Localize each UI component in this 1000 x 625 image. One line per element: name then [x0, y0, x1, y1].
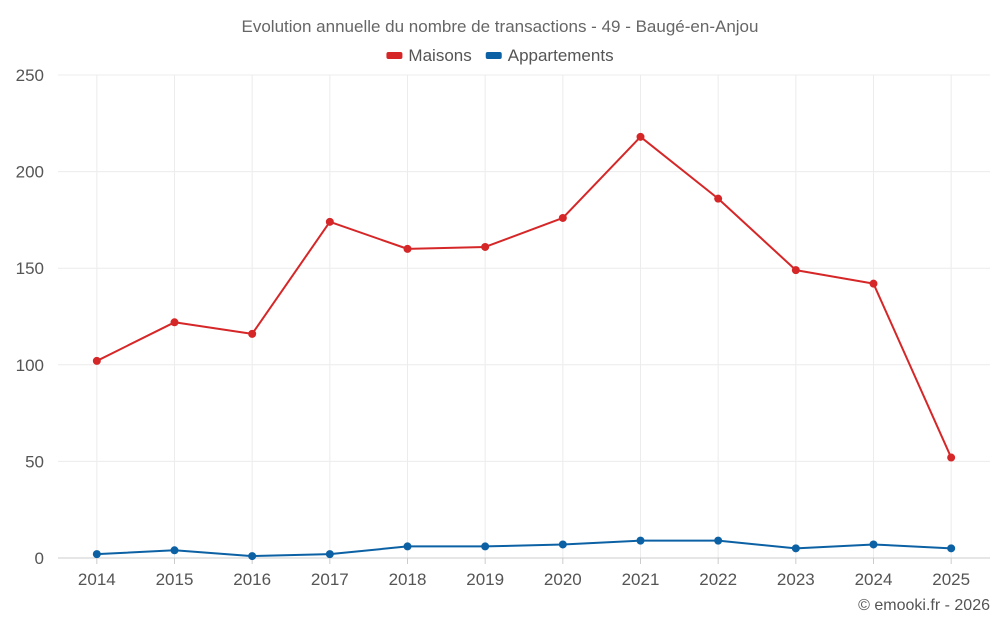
legend-swatch-appartements: [485, 52, 502, 59]
data-point-maisons[interactable]: [248, 329, 257, 338]
data-point-appartements[interactable]: [248, 552, 257, 561]
chart-credit: © emooki.fr - 2026: [858, 597, 990, 614]
chart-legend: Maisons Appartements: [386, 46, 614, 65]
data-point-maisons[interactable]: [403, 244, 412, 253]
data-point-maisons[interactable]: [481, 242, 490, 251]
data-point-appartements[interactable]: [403, 542, 412, 551]
data-point-maisons[interactable]: [325, 217, 334, 226]
legend-label-appartements[interactable]: Appartements: [508, 46, 614, 65]
x-tick-label: 2017: [311, 570, 349, 589]
data-point-maisons[interactable]: [92, 356, 101, 365]
data-point-appartements[interactable]: [947, 544, 956, 553]
x-tick-label: 2021: [622, 570, 660, 589]
y-axis-ticks: 0 50 100 150 200 250: [16, 66, 44, 568]
data-point-maisons[interactable]: [947, 453, 956, 462]
y-tick-label: 0: [35, 549, 44, 568]
chart-title: Evolution annuelle du nombre de transact…: [242, 17, 759, 36]
y-tick-label: 250: [16, 66, 44, 85]
x-tick-label: 2016: [233, 570, 271, 589]
x-axis-ticks: 2014 2015 2016 2017 2018 2019 2020 2021 2022 2023…: [58, 557, 990, 589]
x-tick-label: 2018: [389, 570, 427, 589]
legend-swatch-maisons: [386, 52, 403, 59]
data-point-maisons[interactable]: [791, 266, 800, 275]
series-lines: [96, 135, 953, 558]
data-point-maisons[interactable]: [558, 213, 567, 222]
data-point-appartements[interactable]: [481, 542, 490, 551]
x-tick-label: 2020: [544, 570, 582, 589]
data-point-maisons[interactable]: [170, 318, 179, 327]
x-tick-label: 2014: [78, 570, 116, 589]
data-point-maisons[interactable]: [636, 132, 645, 141]
y-tick-label: 50: [25, 452, 44, 471]
data-point-appartements[interactable]: [636, 536, 645, 545]
series-line-maisons: [96, 135, 953, 458]
x-tick-label: 2022: [699, 570, 737, 589]
data-point-appartements[interactable]: [170, 546, 179, 555]
data-point-maisons[interactable]: [869, 279, 878, 288]
y-tick-label: 150: [16, 259, 44, 278]
legend-label-maisons[interactable]: Maisons: [408, 46, 471, 65]
data-point-appartements[interactable]: [869, 540, 878, 549]
data-point-appartements[interactable]: [325, 550, 334, 559]
series-line-appartements: [96, 539, 952, 558]
x-tick-label: 2015: [156, 570, 194, 589]
series-points: [92, 132, 956, 561]
y-tick-label: 100: [16, 356, 44, 375]
x-tick-label: 2024: [855, 570, 893, 589]
data-point-appartements[interactable]: [791, 544, 800, 553]
x-tick-label: 2019: [466, 570, 504, 589]
x-tick-label: 2023: [777, 570, 815, 589]
x-tick-label: 2025: [932, 570, 970, 589]
data-point-appartements[interactable]: [714, 536, 723, 545]
grid-lines: [58, 74, 990, 559]
data-point-appartements[interactable]: [558, 540, 567, 549]
data-point-appartements[interactable]: [92, 550, 101, 559]
y-tick-label: 200: [16, 163, 44, 182]
data-point-maisons[interactable]: [714, 194, 723, 203]
